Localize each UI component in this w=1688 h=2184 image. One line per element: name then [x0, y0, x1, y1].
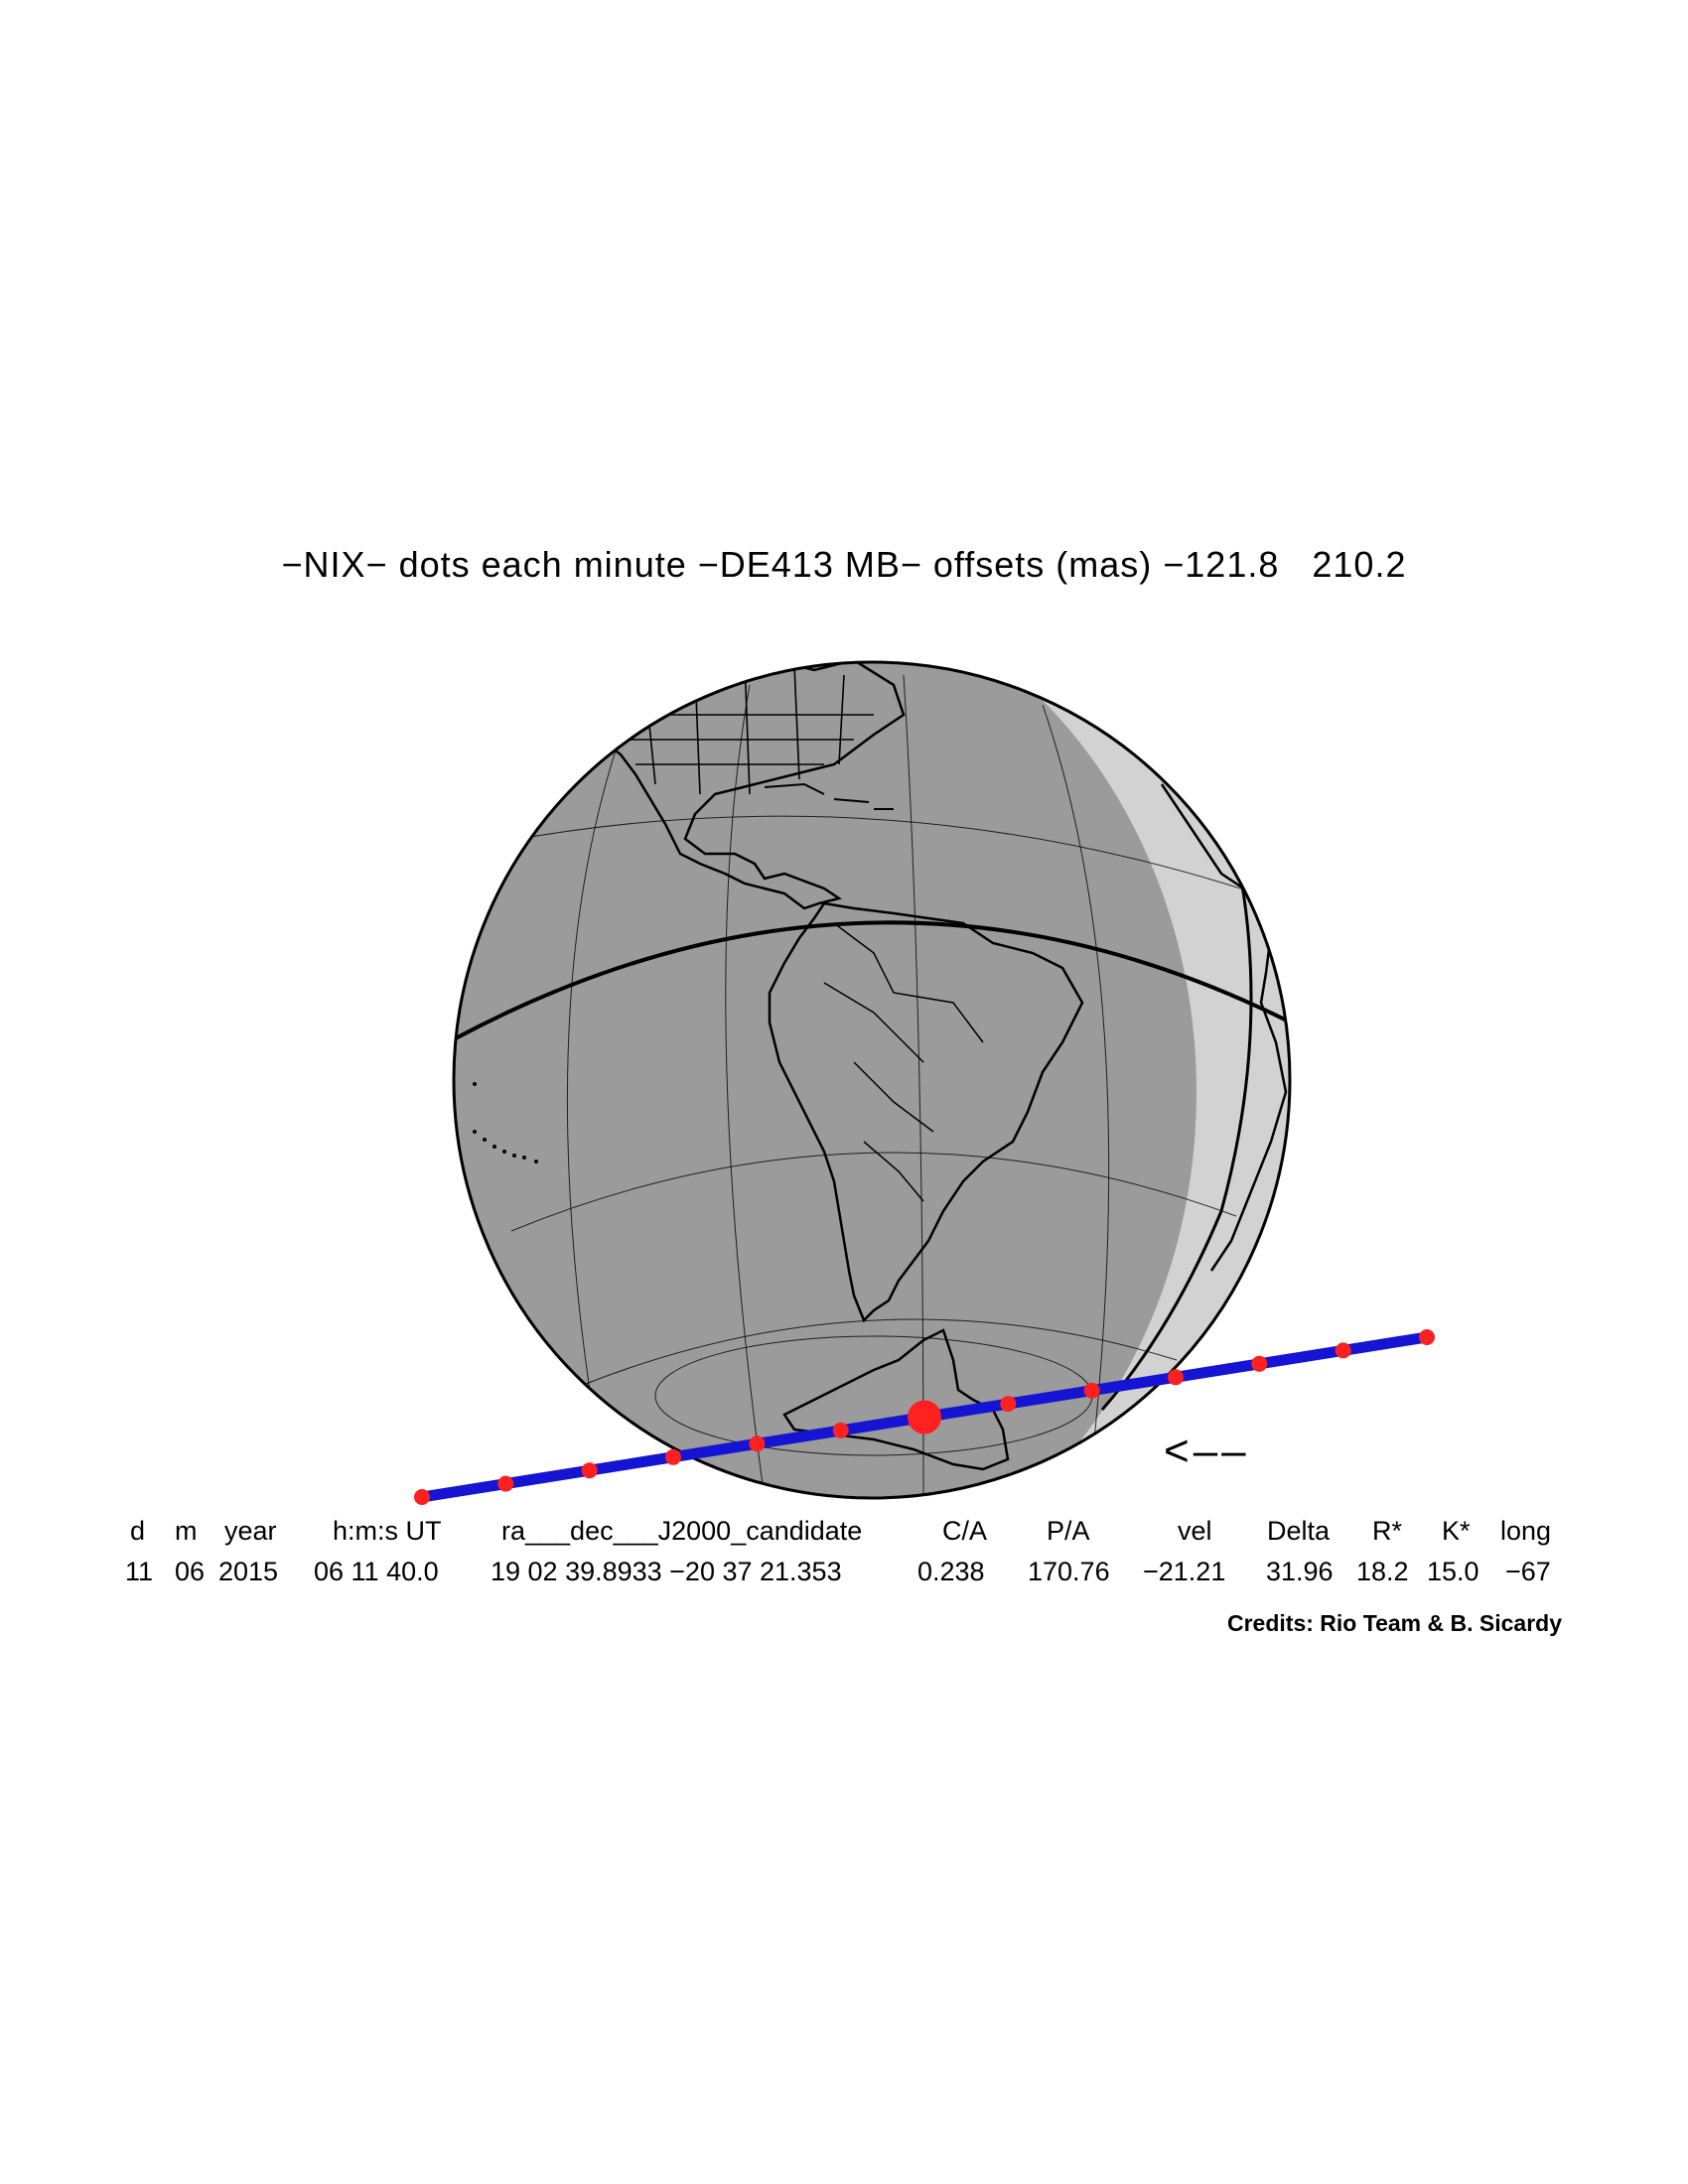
minute-dot [1000, 1396, 1017, 1413]
header-time: h:m:s UT [333, 1516, 442, 1546]
minute-dot [749, 1435, 766, 1452]
minute-dot [414, 1489, 430, 1505]
value-time: 06 11 40.0 [314, 1557, 439, 1586]
header-long: long [1500, 1516, 1552, 1546]
value-long: −67 [1505, 1557, 1551, 1586]
header-ra-dec: ra___dec___J2000_candidate [501, 1516, 863, 1546]
minute-dot [497, 1475, 514, 1492]
occultation-track [414, 1329, 1435, 1505]
minute-dot [1083, 1382, 1100, 1399]
south-america-coast [768, 901, 1084, 1323]
credits-text: Credits: Rio Team & B. Sicardy [1227, 1610, 1562, 1636]
header-k-star: K* [1442, 1516, 1471, 1546]
minute-dot [665, 1448, 681, 1465]
pacific-islands [473, 1082, 538, 1163]
meridians [566, 674, 1110, 1498]
value-r-star: 18.2 [1356, 1557, 1409, 1586]
minute-dot [1335, 1342, 1351, 1359]
value-ca: 0.238 [917, 1557, 985, 1586]
value-k-star: 15.0 [1427, 1557, 1479, 1586]
closest-approach-dot [908, 1400, 941, 1434]
minute-dot [1168, 1369, 1184, 1386]
value-ra-dec: 19 02 39.8933 −20 37 21.353 [491, 1557, 842, 1586]
africa-coast [1160, 783, 1288, 1272]
direction-arrow: <–– [1164, 1427, 1250, 1475]
shadow-edge-line [1100, 793, 1253, 1411]
minute-dot [1419, 1329, 1435, 1345]
header-vel: vel [1178, 1516, 1212, 1546]
minute-dot [581, 1462, 598, 1479]
value-year: 2015 [218, 1557, 279, 1586]
header-d: d [130, 1516, 146, 1546]
caribbean-islands [764, 782, 894, 810]
south-america-borders [823, 922, 984, 1202]
value-d: 11 [125, 1557, 154, 1586]
header-m: m [175, 1516, 198, 1546]
header-pa: P/A [1047, 1516, 1090, 1546]
header-ca: C/A [942, 1516, 988, 1546]
header-r-star: R* [1372, 1516, 1403, 1546]
north-america-coast [589, 662, 906, 910]
equator-line [454, 920, 1290, 1042]
globe-outline [452, 660, 1292, 1500]
plot-title: −NIX− dots each minute −DE413 MB− offset… [281, 544, 1407, 585]
header-year: year [224, 1516, 277, 1546]
value-pa: 170.76 [1028, 1557, 1110, 1586]
value-m: 06 [175, 1557, 206, 1586]
value-vel: −21.21 [1143, 1557, 1226, 1586]
minute-dot [832, 1422, 849, 1438]
minute-dot [1251, 1355, 1268, 1372]
value-delta: 31.96 [1266, 1557, 1334, 1586]
header-delta: Delta [1267, 1516, 1331, 1546]
